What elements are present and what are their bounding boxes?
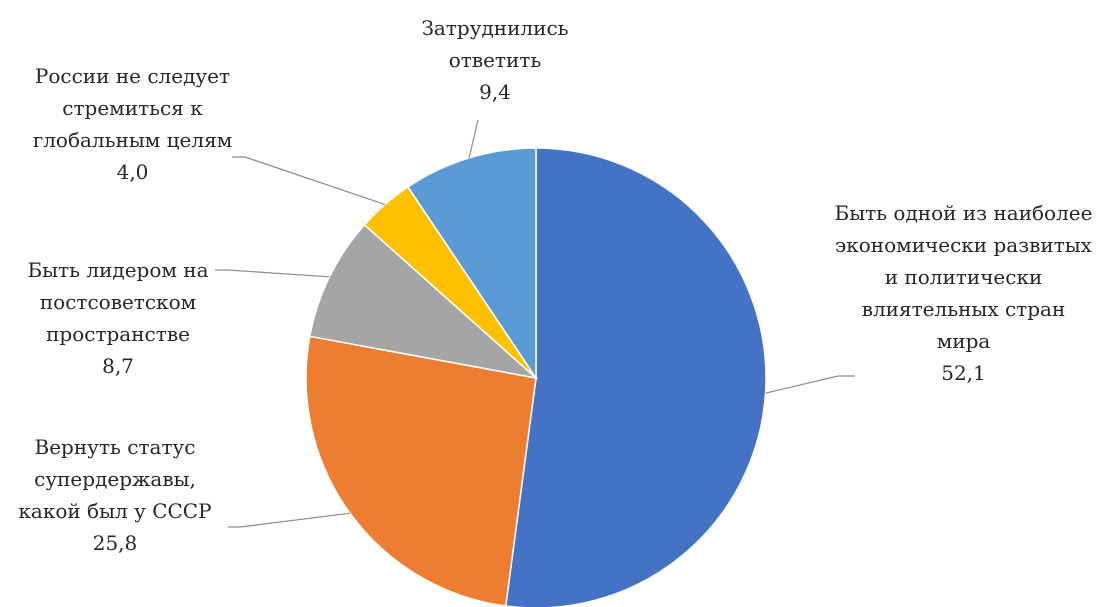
leader-line-economic-leader [765,375,855,394]
pie-slice-post-soviet-leader [308,223,539,380]
slice-label-line: какой был у СССР [18,499,212,523]
slice-label-economic-leader: Быть одной из наиболее экономически разв… [820,197,1107,389]
slice-label-no-global-goals: России не следует стремиться к глобальны… [0,60,265,188]
slice-label-superpower: Вернуть статус супердержавы, какой был у… [0,431,230,559]
slice-label-line: мира [936,329,991,353]
slice-label-line: и политически [884,265,1043,289]
slice-label-line: постсоветском [39,290,197,314]
leader-line-no-global-goals [232,156,386,206]
leader-lines [215,119,855,528]
slice-label-line: пространстве [46,322,190,346]
slice-label-line: супердержавы, [34,467,196,491]
slice-value: 25,8 [92,531,138,555]
slice-label-line: Вернуть статус [34,435,196,459]
leader-line-superpower [228,512,351,528]
slice-label-line: ответить [448,48,542,72]
leader-line-post-soviet-leader [215,269,330,278]
pie-slice-economic-leader [504,147,767,607]
leader-line-undecided [468,119,479,159]
slice-value: 8,7 [102,354,134,378]
pie-slice-superpower [305,335,537,607]
slice-label-line: Быть лидером на [27,258,209,282]
slice-value: 52,1 [941,361,986,385]
slice-label-undecided: Затруднились ответить 9,4 [380,12,610,108]
slice-label-post-soviet-leader: Быть лидером на постсоветском пространст… [0,254,236,382]
slice-label-line: России не следует [34,64,231,88]
slice-label-line: Затруднились [421,16,569,40]
slice-label-line: Быть одной из наиболее [834,201,1093,225]
slice-label-line: стремиться к [62,96,203,120]
pie-slices [305,147,767,607]
slice-value: 4,0 [116,160,149,184]
slice-label-line: экономически развитых [835,233,1092,257]
slice-label-line: глобальным целям [32,128,233,152]
pie-slice-undecided [406,147,537,381]
slice-value: 9,4 [479,80,511,104]
slice-label-line: влиятельных стран [861,297,1066,321]
